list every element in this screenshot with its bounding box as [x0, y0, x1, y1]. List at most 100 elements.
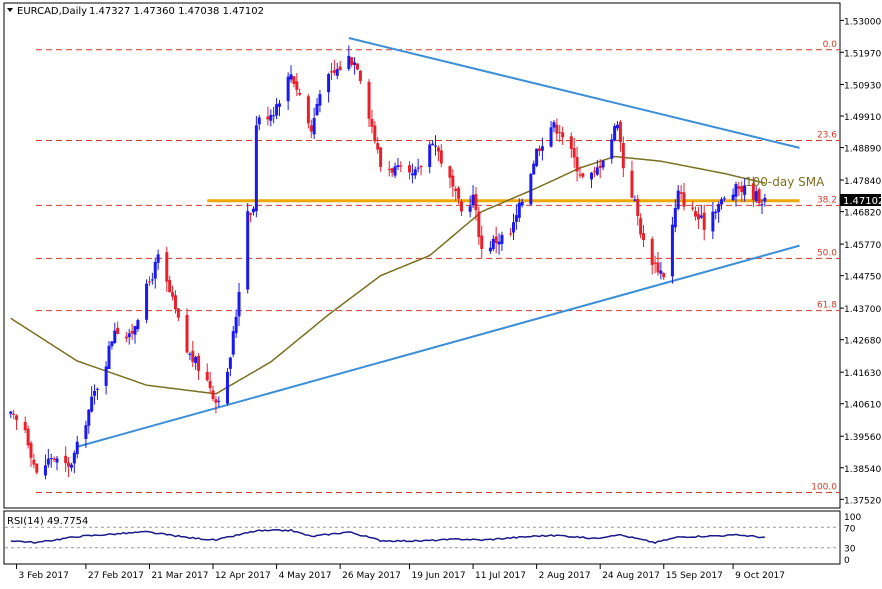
- candle-body: [269, 114, 273, 121]
- candle-body: [309, 125, 313, 132]
- trendlines: [76, 37, 800, 448]
- sma-100-line: [10, 155, 766, 395]
- candle-body: [439, 150, 443, 164]
- candle-body: [355, 63, 359, 70]
- candle-body: [717, 204, 721, 213]
- candle-body: [205, 371, 209, 381]
- symbol-label: EURCAD,Daily: [17, 6, 87, 17]
- time-tick-label: 11 Jul 2017: [475, 571, 526, 581]
- candle-body: [757, 189, 761, 204]
- candle-body: [575, 156, 579, 172]
- candle-body: [147, 281, 151, 283]
- rsi-title: RSI(14) 49.7754: [7, 516, 88, 527]
- candle-body: [494, 236, 498, 244]
- candle-body: [113, 330, 117, 343]
- candle-body: [642, 233, 646, 241]
- candle-body: [694, 211, 698, 217]
- candle-body: [251, 208, 255, 213]
- candle-body: [581, 173, 585, 177]
- candle-body: [246, 211, 250, 290]
- trendline-rising-support: [76, 244, 800, 448]
- candle-body: [312, 118, 316, 135]
- candle-body: [194, 357, 198, 364]
- price-axis: 1.53000 1.51970 1.50930 1.49910 1.48890 1.478…: [840, 17, 881, 506]
- candle-body: [29, 442, 33, 458]
- candle-body: [532, 163, 536, 175]
- candle-body: [55, 458, 59, 463]
- candle-body: [621, 143, 625, 169]
- current-price-tag: [840, 194, 881, 206]
- candle-body: [15, 415, 19, 420]
- candle-body: [335, 69, 339, 76]
- candle-body: [275, 104, 279, 116]
- candle-body: [329, 71, 333, 73]
- candle-body: [237, 291, 241, 317]
- time-tick-label: 24 Aug 2017: [602, 571, 660, 581]
- candle-body: [488, 247, 492, 252]
- candle-body: [67, 462, 71, 467]
- candle-body: [454, 188, 458, 191]
- candle-body: [561, 132, 565, 138]
- candle-body: [277, 103, 281, 107]
- candle-body: [110, 341, 114, 347]
- candle-body: [93, 390, 97, 396]
- candle-body: [616, 124, 620, 129]
- price-tick-label: 1.50930: [844, 81, 881, 91]
- candle-body: [676, 190, 680, 209]
- candle-body: [292, 76, 296, 84]
- candle-body: [491, 238, 495, 250]
- candle-body: [231, 331, 235, 355]
- candle-body: [514, 215, 518, 222]
- candle-body: [217, 400, 221, 402]
- time-tick-label: 21 Mar 2017: [151, 571, 208, 581]
- candle-body: [165, 252, 169, 282]
- candle-body: [416, 167, 420, 169]
- candle-body: [413, 169, 417, 176]
- candle-body: [618, 121, 622, 143]
- price-tick-label: 1.42680: [844, 337, 881, 347]
- candle-body: [763, 197, 767, 202]
- candle-body: [679, 192, 683, 194]
- dropdown-triangle-icon[interactable]: [7, 8, 13, 12]
- candle-body: [75, 441, 79, 455]
- candle-body: [332, 70, 336, 73]
- candle-body: [633, 199, 637, 201]
- candle-body: [46, 458, 50, 465]
- fib-level-label: 23.6: [817, 130, 837, 140]
- candle-body: [558, 132, 562, 134]
- candle-body: [613, 126, 617, 141]
- candle-body: [214, 399, 218, 403]
- candle-body: [9, 411, 13, 414]
- candle-body: [315, 104, 319, 116]
- candle-body: [295, 81, 299, 90]
- candle-body: [289, 74, 293, 80]
- candle-body: [419, 166, 423, 168]
- candle-body: [136, 320, 140, 330]
- trendline-falling-resistance: [348, 37, 800, 149]
- candle-body: [699, 215, 703, 218]
- candle-body: [211, 390, 215, 399]
- candle-body: [12, 413, 16, 415]
- fib-level-label: 50.0: [817, 248, 837, 258]
- candle-body: [234, 316, 238, 334]
- candle-body: [72, 452, 76, 464]
- candle-body: [760, 204, 764, 206]
- rsi-panel-frame: [3, 510, 841, 565]
- candle-body: [428, 144, 432, 168]
- candle-body: [376, 143, 380, 150]
- candle-body: [150, 279, 154, 281]
- candle-body: [451, 175, 455, 187]
- candle-body: [610, 139, 614, 159]
- candle-body: [43, 465, 47, 476]
- candle-body: [350, 57, 354, 65]
- candle-body: [49, 458, 53, 460]
- candle-body: [379, 147, 383, 167]
- candle-body: [540, 146, 544, 151]
- candle-body: [298, 93, 302, 95]
- candle-body: [145, 283, 149, 320]
- candle-body: [90, 396, 94, 412]
- candle-body: [318, 94, 322, 106]
- candle-body: [630, 170, 634, 198]
- candle-body: [306, 96, 310, 124]
